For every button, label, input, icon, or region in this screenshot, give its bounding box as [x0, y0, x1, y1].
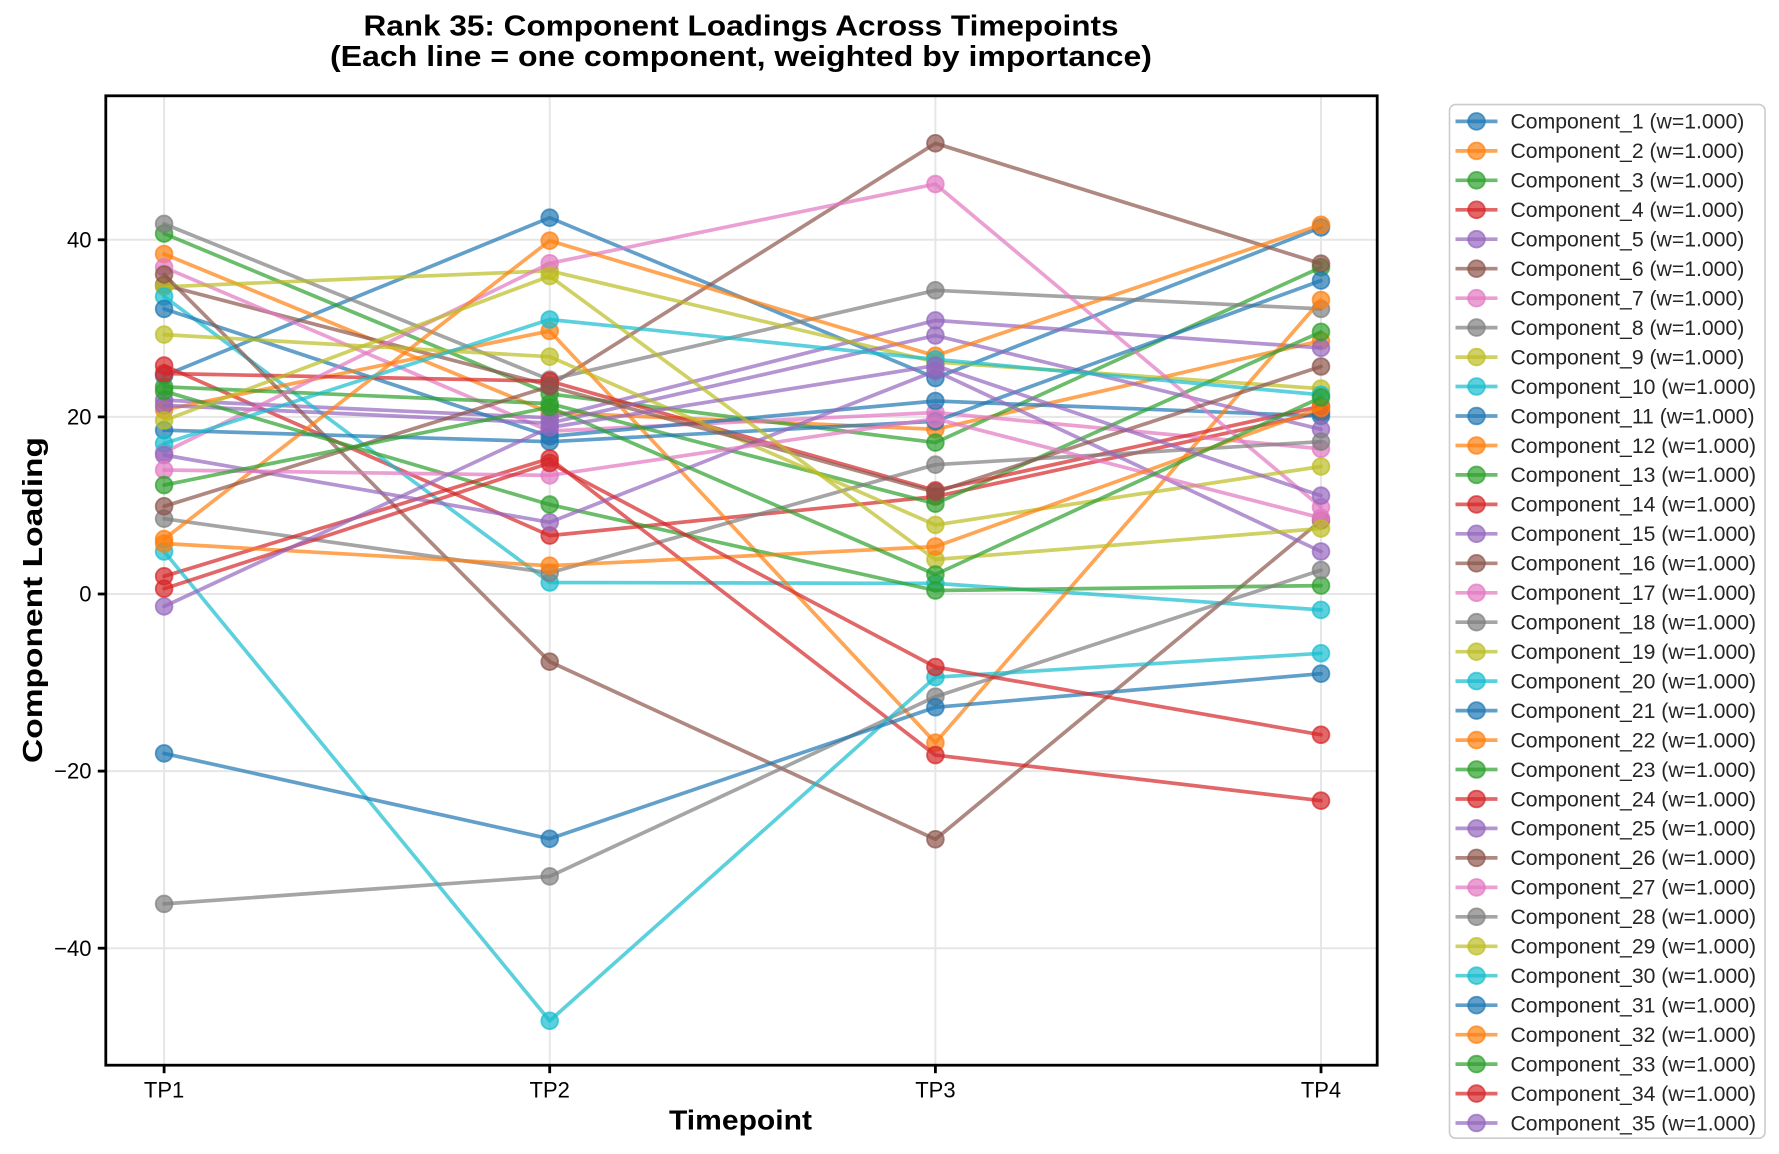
svg-text:Component_4 (w=1.000): Component_4 (w=1.000)	[1511, 199, 1745, 222]
svg-text:TP3: TP3	[915, 1078, 955, 1103]
svg-text:Component_14 (w=1.000): Component_14 (w=1.000)	[1511, 494, 1757, 517]
svg-text:Component_15 (w=1.000): Component_15 (w=1.000)	[1511, 523, 1757, 546]
svg-text:Component_24 (w=1.000): Component_24 (w=1.000)	[1511, 788, 1757, 811]
svg-text:−40: −40	[54, 936, 91, 961]
svg-text:40: 40	[67, 227, 91, 252]
svg-text:Component_33 (w=1.000): Component_33 (w=1.000)	[1511, 1053, 1757, 1076]
svg-text:Component_20 (w=1.000): Component_20 (w=1.000)	[1511, 670, 1757, 693]
svg-text:Component_32 (w=1.000): Component_32 (w=1.000)	[1511, 1024, 1757, 1047]
svg-text:Component_2 (w=1.000): Component_2 (w=1.000)	[1511, 140, 1745, 163]
svg-text:Component_30 (w=1.000): Component_30 (w=1.000)	[1511, 965, 1757, 988]
svg-text:Component_19 (w=1.000): Component_19 (w=1.000)	[1511, 641, 1757, 664]
svg-text:Component Loading: Component Loading	[17, 437, 48, 763]
svg-text:Component_9 (w=1.000): Component_9 (w=1.000)	[1511, 346, 1745, 369]
svg-text:20: 20	[67, 405, 91, 430]
svg-text:Component_3 (w=1.000): Component_3 (w=1.000)	[1511, 170, 1745, 193]
svg-text:Component_16 (w=1.000): Component_16 (w=1.000)	[1511, 553, 1757, 576]
svg-text:Component_21 (w=1.000): Component_21 (w=1.000)	[1511, 700, 1757, 723]
svg-text:Component_22 (w=1.000): Component_22 (w=1.000)	[1511, 729, 1757, 752]
svg-text:Component_29 (w=1.000): Component_29 (w=1.000)	[1511, 936, 1757, 959]
svg-text:Component_35 (w=1.000): Component_35 (w=1.000)	[1511, 1112, 1757, 1135]
svg-text:Component_28 (w=1.000): Component_28 (w=1.000)	[1511, 906, 1757, 929]
svg-text:Component_12 (w=1.000): Component_12 (w=1.000)	[1511, 435, 1757, 458]
svg-text:(Each line = one component, we: (Each line = one component, weighted by …	[330, 41, 1152, 73]
svg-text:−20: −20	[54, 759, 91, 784]
svg-text:Rank 35: Component Loadings Ac: Rank 35: Component Loadings Across Timep…	[364, 11, 1119, 43]
svg-text:0: 0	[79, 582, 91, 607]
svg-text:Component_10 (w=1.000): Component_10 (w=1.000)	[1511, 376, 1757, 399]
svg-text:Component_18 (w=1.000): Component_18 (w=1.000)	[1511, 612, 1757, 635]
svg-text:Component_1 (w=1.000): Component_1 (w=1.000)	[1511, 111, 1745, 134]
svg-text:Component_26 (w=1.000): Component_26 (w=1.000)	[1511, 847, 1757, 870]
svg-text:Component_23 (w=1.000): Component_23 (w=1.000)	[1511, 759, 1757, 782]
svg-text:Component_31 (w=1.000): Component_31 (w=1.000)	[1511, 995, 1757, 1018]
svg-text:Component_5 (w=1.000): Component_5 (w=1.000)	[1511, 229, 1745, 252]
svg-text:Component_34 (w=1.000): Component_34 (w=1.000)	[1511, 1083, 1757, 1106]
svg-text:Component_6 (w=1.000): Component_6 (w=1.000)	[1511, 258, 1745, 281]
svg-text:Component_25 (w=1.000): Component_25 (w=1.000)	[1511, 818, 1757, 841]
svg-text:TP1: TP1	[144, 1078, 184, 1103]
svg-text:Timepoint: Timepoint	[669, 1105, 812, 1136]
svg-text:Component_7 (w=1.000): Component_7 (w=1.000)	[1511, 288, 1745, 311]
svg-text:TP2: TP2	[530, 1078, 570, 1103]
svg-text:Component_13 (w=1.000): Component_13 (w=1.000)	[1511, 464, 1757, 487]
svg-text:Component_8 (w=1.000): Component_8 (w=1.000)	[1511, 317, 1745, 340]
svg-text:Component_17 (w=1.000): Component_17 (w=1.000)	[1511, 582, 1757, 605]
svg-text:TP4: TP4	[1301, 1078, 1341, 1103]
svg-text:Component_11 (w=1.000): Component_11 (w=1.000)	[1511, 405, 1755, 428]
svg-text:Component_27 (w=1.000): Component_27 (w=1.000)	[1511, 877, 1757, 900]
